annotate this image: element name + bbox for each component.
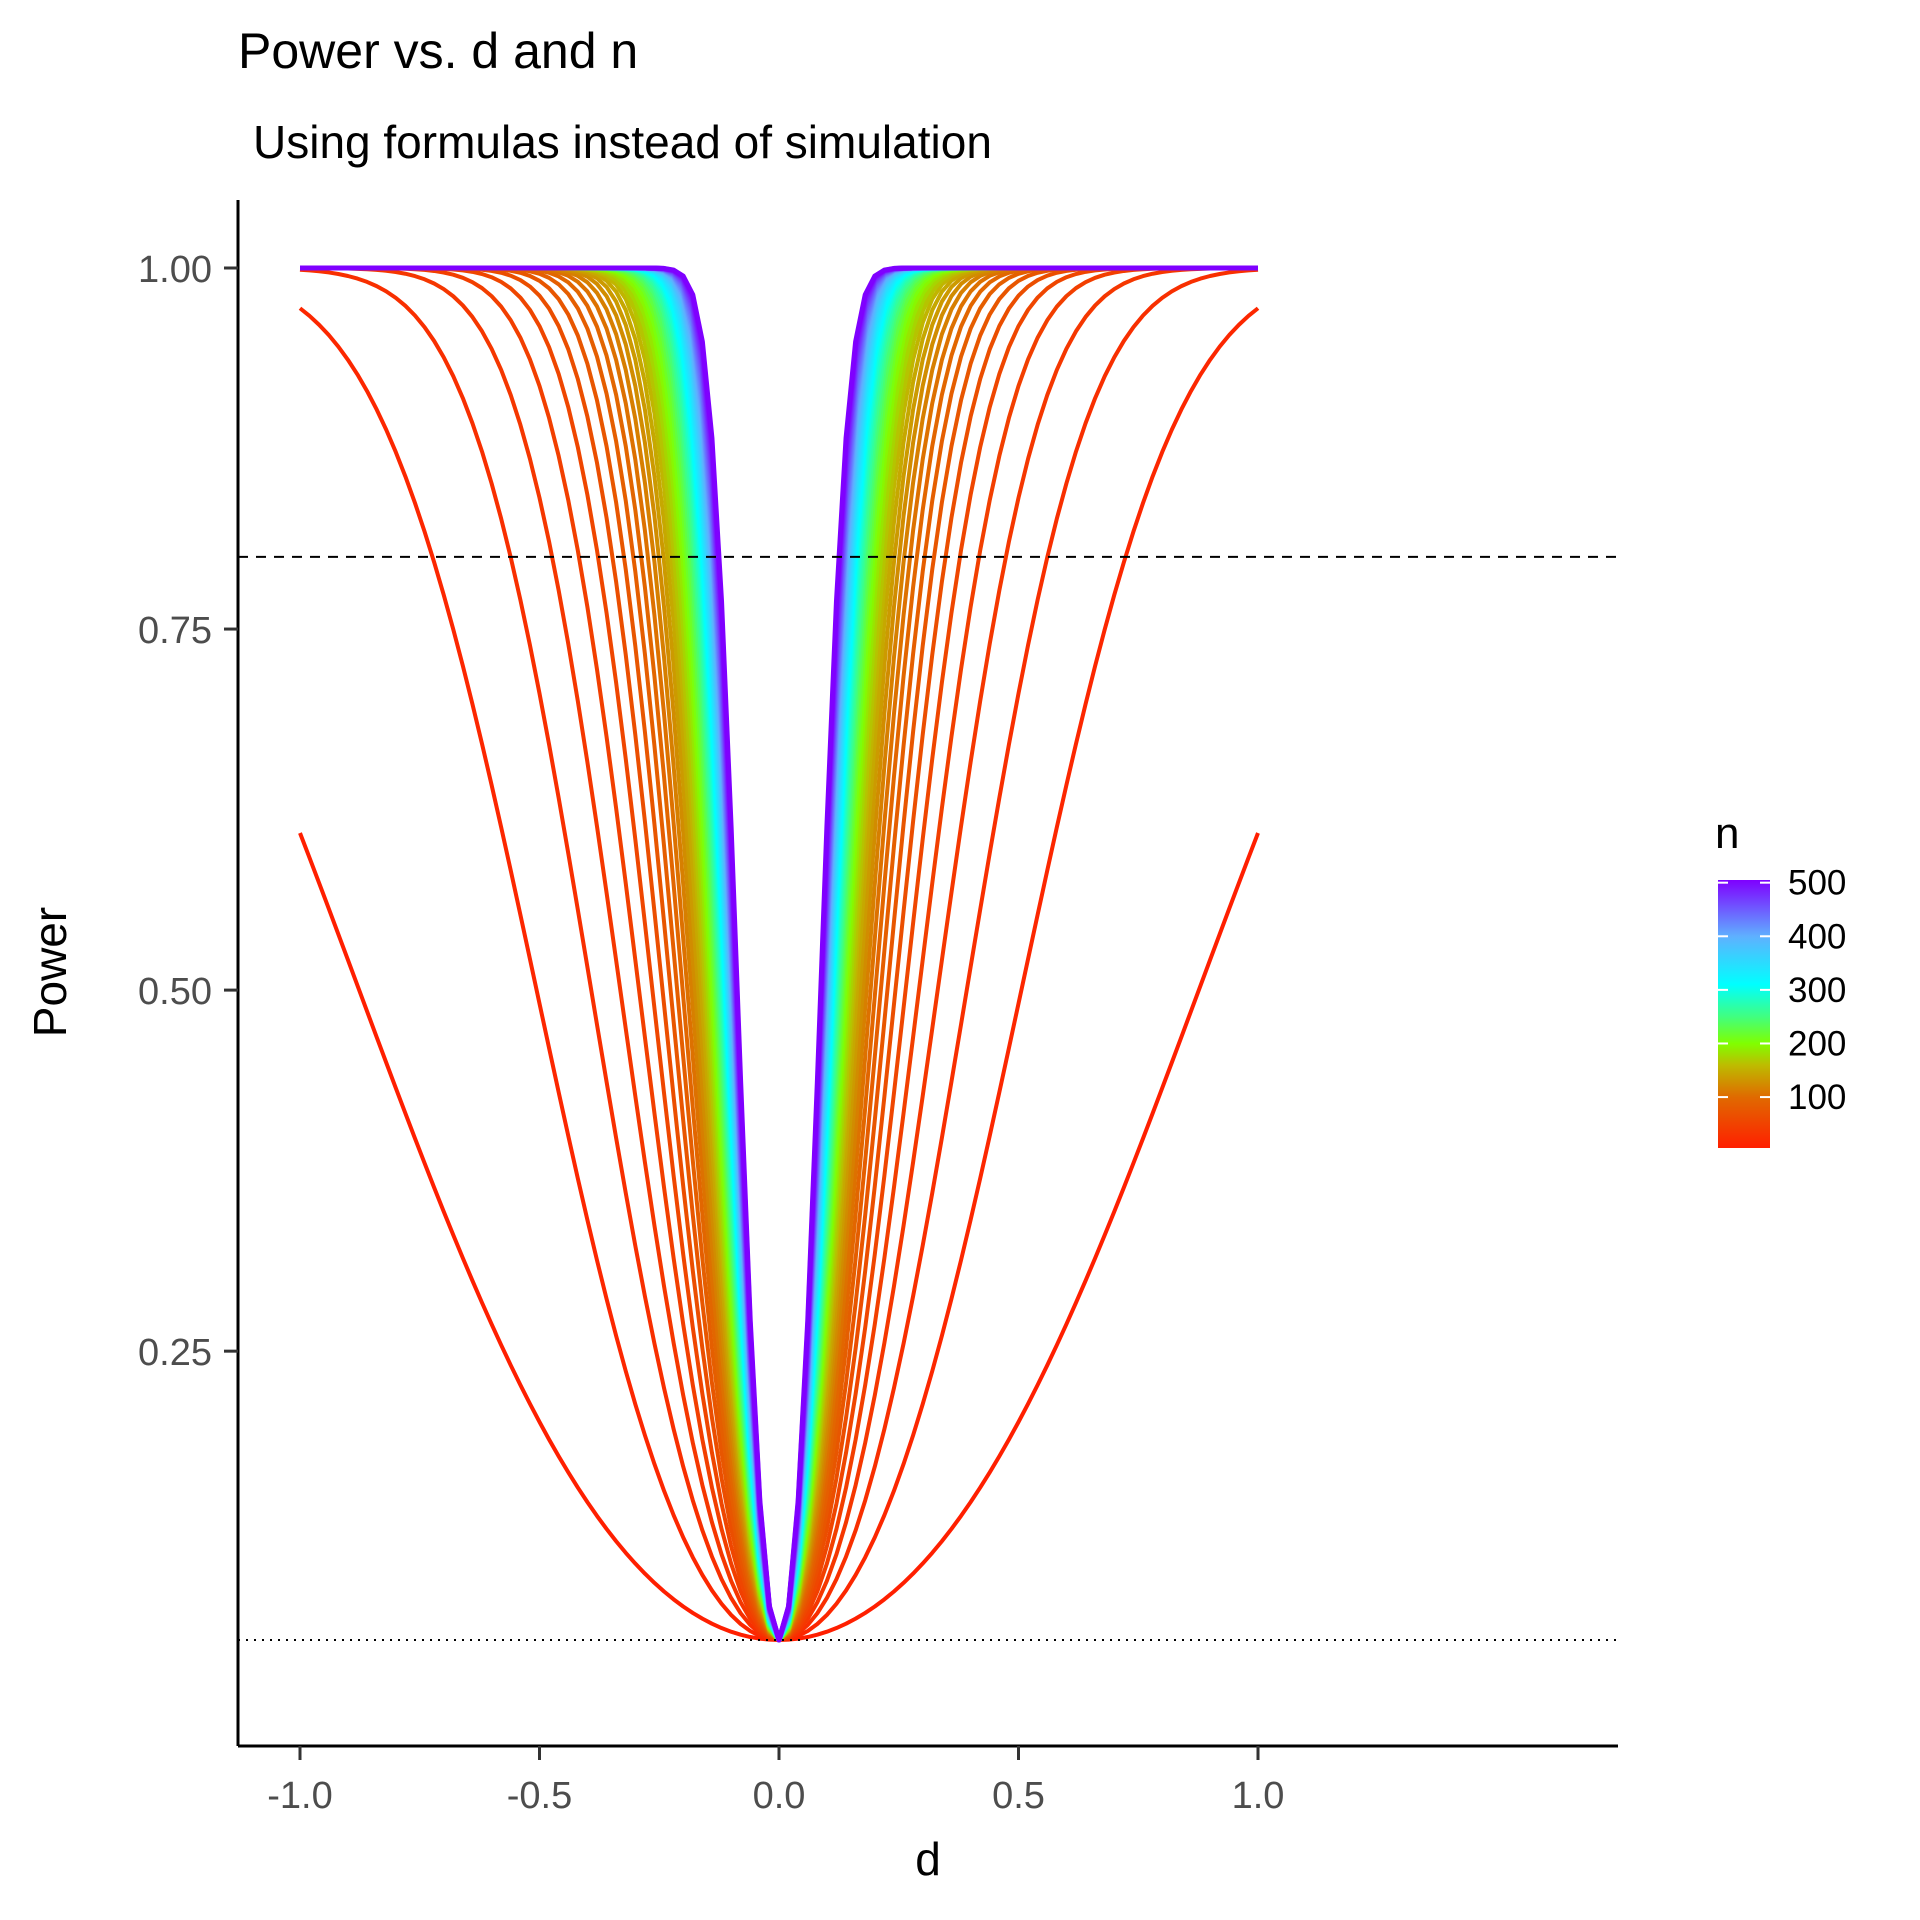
power-curve-n-35 bbox=[299, 266, 1259, 1642]
y-axis-ticks: 0.25 0.50 0.75 1.00 bbox=[138, 249, 238, 1374]
legend-break-label: 300 bbox=[1788, 971, 1846, 1010]
power-curve-n-405 bbox=[300, 265, 1258, 1643]
x-axis-ticks: -1.0 -0.5 0.0 0.5 1.0 bbox=[267, 1746, 1284, 1817]
power-curve-n-145 bbox=[300, 266, 1258, 1642]
x-tick-label: 1.0 bbox=[1232, 1775, 1285, 1817]
y-tick-label: 0.50 bbox=[138, 971, 212, 1013]
power-curve-n-235 bbox=[300, 265, 1258, 1643]
power-curve-n-105 bbox=[300, 266, 1258, 1642]
power-curve-n-255 bbox=[300, 265, 1258, 1643]
power-curve-n-435 bbox=[300, 265, 1258, 1643]
power-curve-n-115 bbox=[300, 266, 1258, 1642]
power-curve-n-215 bbox=[300, 265, 1258, 1643]
x-tick-label: 0.5 bbox=[992, 1775, 1045, 1817]
power-curve-n-425 bbox=[300, 265, 1258, 1643]
power-curve-n-65 bbox=[300, 266, 1258, 1642]
power-curve-n-45 bbox=[300, 266, 1258, 1642]
power-curve-n-355 bbox=[300, 265, 1258, 1643]
legend-title: n bbox=[1715, 809, 1739, 858]
legend-break-label: 500 bbox=[1788, 864, 1846, 903]
y-tick-label: 1.00 bbox=[138, 249, 212, 291]
power-curve-n-245 bbox=[300, 265, 1258, 1643]
power-curve-n-465 bbox=[300, 265, 1258, 1643]
power-curve-n-295 bbox=[300, 265, 1258, 1643]
power-curve-n-335 bbox=[300, 265, 1258, 1643]
power-curve-n-505 bbox=[300, 265, 1258, 1643]
power-curve-n-135 bbox=[300, 266, 1258, 1642]
legend-break-label: 400 bbox=[1788, 917, 1846, 956]
power-curve-n-25 bbox=[299, 267, 1259, 1642]
power-curves bbox=[298, 265, 1260, 1643]
power-curve-n-275 bbox=[300, 265, 1258, 1643]
power-curve-n-265 bbox=[300, 265, 1258, 1643]
power-curve-n-225 bbox=[300, 265, 1258, 1643]
power-curve-n-125 bbox=[300, 266, 1258, 1642]
power-curve-n-205 bbox=[300, 265, 1258, 1643]
reference-lines bbox=[238, 555, 1618, 1641]
power-curve-n-165 bbox=[300, 265, 1258, 1643]
power-curve-n-315 bbox=[300, 265, 1258, 1643]
legend-break-label: 100 bbox=[1788, 1078, 1846, 1117]
power-curve-n-395 bbox=[300, 265, 1258, 1643]
legend-break-label: 200 bbox=[1788, 1024, 1846, 1063]
power-curve-n-75 bbox=[300, 266, 1258, 1642]
x-tick-label: -0.5 bbox=[507, 1775, 572, 1817]
power-curve-n-185 bbox=[300, 265, 1258, 1643]
x-axis-title: d bbox=[915, 1833, 941, 1885]
power-curve-n-415 bbox=[300, 265, 1258, 1643]
y-tick-label: 0.75 bbox=[138, 610, 212, 652]
power-curve-n-5 bbox=[298, 832, 1260, 1642]
legend-breaks: 100 200 300 400 500 bbox=[1718, 864, 1846, 1117]
chart-subtitle: Using formulas instead of simulation bbox=[253, 116, 992, 168]
y-axis-title: Power bbox=[24, 907, 76, 1037]
power-curve-n-475 bbox=[300, 265, 1258, 1643]
power-curve-n-95 bbox=[300, 266, 1258, 1642]
power-curve-n-495 bbox=[300, 265, 1258, 1643]
power-curve-n-455 bbox=[300, 265, 1258, 1643]
power-curve-n-445 bbox=[300, 265, 1258, 1643]
power-curve-n-85 bbox=[300, 266, 1258, 1642]
power-curve-n-155 bbox=[300, 266, 1258, 1642]
power-curve-n-305 bbox=[300, 265, 1258, 1643]
x-tick-label: 0.0 bbox=[753, 1775, 806, 1817]
power-curve-n-285 bbox=[300, 265, 1258, 1643]
chart-title: Power vs. d and n bbox=[238, 23, 638, 79]
power-curve-n-55 bbox=[300, 266, 1258, 1642]
power-curve-n-365 bbox=[300, 265, 1258, 1643]
power-curve-n-15 bbox=[298, 306, 1260, 1642]
power-curve-n-485 bbox=[300, 265, 1258, 1643]
power-curve-n-325 bbox=[300, 265, 1258, 1643]
y-tick-label: 0.25 bbox=[138, 1332, 212, 1374]
power-curve-n-385 bbox=[300, 265, 1258, 1643]
power-curve-n-375 bbox=[300, 265, 1258, 1643]
power-curve-n-195 bbox=[300, 265, 1258, 1643]
power-curve-n-175 bbox=[300, 265, 1258, 1643]
power-curve-n-345 bbox=[300, 265, 1258, 1643]
x-tick-label: -1.0 bbox=[267, 1775, 332, 1817]
color-legend: n 100 200 300 400 500 bbox=[1715, 809, 1846, 1148]
legend-colorbar bbox=[1718, 880, 1770, 1148]
